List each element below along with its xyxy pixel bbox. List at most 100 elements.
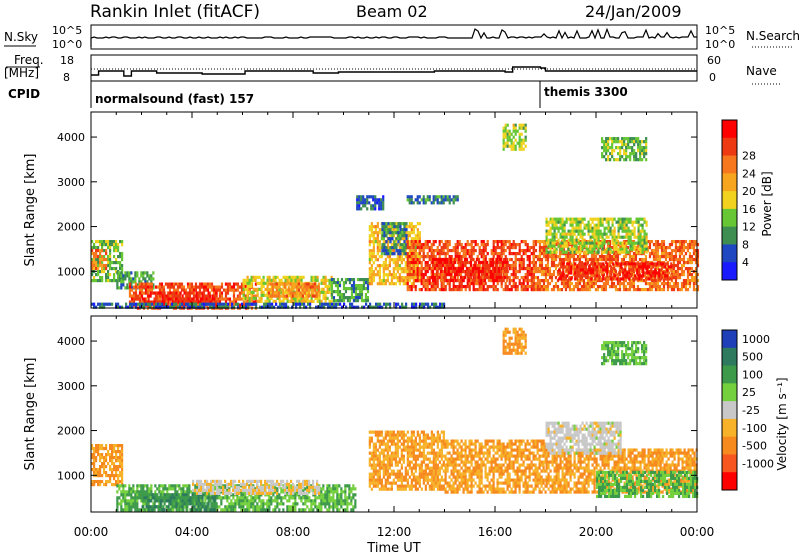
power-cell: [418, 272, 421, 277]
power-cell: [453, 260, 457, 265]
power-cell: [426, 287, 429, 292]
power-cell: [207, 300, 210, 304]
power-cell: [484, 287, 487, 292]
power-cell: [232, 303, 236, 307]
power-cell: [598, 257, 602, 262]
power-cell: [492, 287, 495, 292]
power-cell: [368, 228, 371, 232]
power-cell: [556, 278, 560, 283]
power-cell: [694, 272, 698, 277]
power-cell: [352, 281, 356, 285]
power-cell: [376, 282, 379, 286]
power-cell: [621, 247, 624, 251]
power-cell: [580, 268, 583, 272]
power-cell: [654, 287, 658, 292]
power-cell: [684, 239, 688, 244]
power-cell: [621, 226, 624, 230]
power-cell: [557, 244, 560, 248]
power-cell: [546, 269, 550, 274]
power-cell: [555, 217, 558, 221]
power-cell: [126, 274, 129, 278]
power-cell: [639, 155, 642, 159]
power-cell: [504, 126, 507, 130]
freq-tick-high: 18: [60, 54, 74, 67]
power-cell: [631, 140, 634, 144]
power-cell: [350, 278, 354, 282]
power-cell: [633, 155, 636, 159]
power-cell: [528, 263, 531, 268]
power-cell: [418, 251, 421, 256]
power-cell: [172, 300, 176, 304]
power-cell: [623, 149, 626, 153]
power-cell: [569, 235, 572, 239]
power-cell: [563, 226, 566, 230]
power-cell: [312, 278, 315, 282]
power-cell: [558, 272, 562, 277]
power-cell: [469, 275, 473, 280]
power-cell: [456, 198, 459, 202]
power-cell: [393, 231, 396, 235]
power-cell: [575, 223, 578, 227]
power-cell: [410, 257, 413, 262]
power-cell: [433, 278, 437, 283]
power-cell: [641, 250, 644, 254]
power-cell: [472, 281, 475, 286]
power-cell: [562, 281, 566, 286]
power-cell: [616, 281, 620, 286]
power-cell: [440, 272, 443, 277]
power-cell: [332, 296, 336, 300]
power-cell: [316, 278, 319, 282]
power-cell: [382, 270, 385, 274]
power-cell: [136, 271, 139, 275]
power-cell: [192, 285, 196, 289]
power-cell: [619, 241, 622, 245]
power-cell: [412, 242, 415, 247]
power-cell: [469, 269, 473, 274]
power-cell: [418, 234, 421, 238]
power-cell: [686, 266, 690, 271]
power-cell: [605, 220, 608, 224]
power-cell: [426, 281, 429, 286]
power-cell: [607, 137, 610, 141]
power-cell: [389, 240, 392, 244]
power-cell: [542, 239, 546, 244]
power-cell: [450, 248, 453, 253]
power-cell: [133, 302, 136, 306]
power-cell: [536, 254, 540, 259]
power-cell: [650, 248, 654, 253]
power-cell: [454, 284, 457, 289]
power-cell: [694, 242, 698, 247]
power-cell: [559, 226, 562, 230]
power-cell: [392, 270, 395, 274]
power-cell: [637, 143, 640, 147]
noise-right-tick-high: 10^5: [705, 24, 735, 37]
power-cell: [629, 146, 632, 150]
power-cell: [323, 302, 326, 306]
power-cell: [656, 275, 660, 280]
power-cell: [443, 266, 447, 271]
power-cell: [686, 242, 690, 247]
power-cell: [382, 240, 385, 244]
power-cell: [366, 278, 370, 282]
power-cell: [244, 278, 247, 282]
power-cell: [610, 271, 613, 275]
power-cell: [447, 266, 451, 271]
power-cell: [559, 247, 562, 251]
power-cell: [293, 282, 296, 286]
power-cell: [578, 239, 582, 244]
power-cell: [117, 245, 120, 250]
power-cell: [151, 291, 154, 295]
power-cell: [412, 239, 415, 244]
power-cell: [540, 278, 544, 283]
power-cell: [346, 278, 350, 282]
power-cell: [207, 297, 210, 301]
power-cell: [422, 242, 425, 247]
power-cell: [263, 302, 266, 306]
power-cell: [95, 239, 98, 244]
power-cell: [608, 262, 611, 266]
power-cell: [504, 254, 507, 259]
power-cell: [593, 229, 596, 233]
power-cell: [252, 296, 255, 300]
power-cell: [158, 288, 162, 292]
power-cell: [627, 250, 630, 254]
